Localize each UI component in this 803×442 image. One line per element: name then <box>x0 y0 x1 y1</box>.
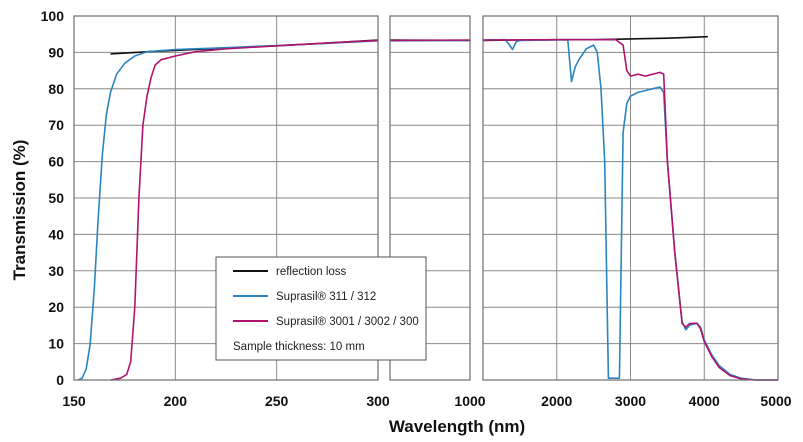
y-axis-title: Transmission (%) <box>10 140 29 281</box>
series-line-2-panel-0 <box>110 39 379 381</box>
plot-panel-frame <box>73 15 379 381</box>
legend-box <box>215 256 427 361</box>
plot-panel-frame <box>389 15 471 381</box>
x-tick-label: 2000 <box>541 393 572 409</box>
x-tick-label: 250 <box>265 393 289 409</box>
y-tick-label: 40 <box>48 226 64 242</box>
y-tick-label: 70 <box>48 117 64 133</box>
legend-label-suprasil-3001: Suprasil® 3001 / 3002 / 300 <box>276 316 419 328</box>
x-tick-label: 5000 <box>760 393 791 409</box>
series-line-1-panel-0 <box>77 40 379 381</box>
y-tick-label: 60 <box>48 154 64 170</box>
sample-thickness-note: Sample thickness: 10 mm <box>233 341 365 353</box>
x-tick-label: 300 <box>366 393 390 409</box>
y-tick-label: 80 <box>48 81 64 97</box>
tick-layer: 0 10 20 30 40 50 60 70 80 90 100 150 200 250 300 1000 20… <box>41 8 792 409</box>
y-tick-label: 50 <box>48 190 64 206</box>
x-tick-label: 1000 <box>454 393 485 409</box>
legend-label-suprasil-311: Suprasil® 311 / 312 <box>276 291 376 303</box>
y-tick-label: 90 <box>48 44 64 60</box>
y-tick-label: 30 <box>48 263 64 279</box>
series-line-2-panel-2 <box>482 38 778 381</box>
y-tick-label: 20 <box>48 299 64 315</box>
y-tick-label: 10 <box>48 336 64 352</box>
plot-panel-frame <box>482 15 779 381</box>
x-tick-label: 200 <box>164 393 188 409</box>
y-tick-label: 0 <box>56 372 64 388</box>
legend-label-reflection-loss: reflection loss <box>276 266 347 278</box>
series-layer <box>77 35 778 381</box>
x-tick-label: 4000 <box>689 393 720 409</box>
x-tick-label: 150 <box>62 393 86 409</box>
x-tick-label: 3000 <box>615 393 646 409</box>
x-axis-title: Wavelength (nm) <box>389 417 525 436</box>
legend: reflection loss Suprasil® 311 / 312 Supr… <box>215 256 427 361</box>
frame-layer <box>73 15 779 381</box>
y-tick-label: 100 <box>41 8 65 24</box>
